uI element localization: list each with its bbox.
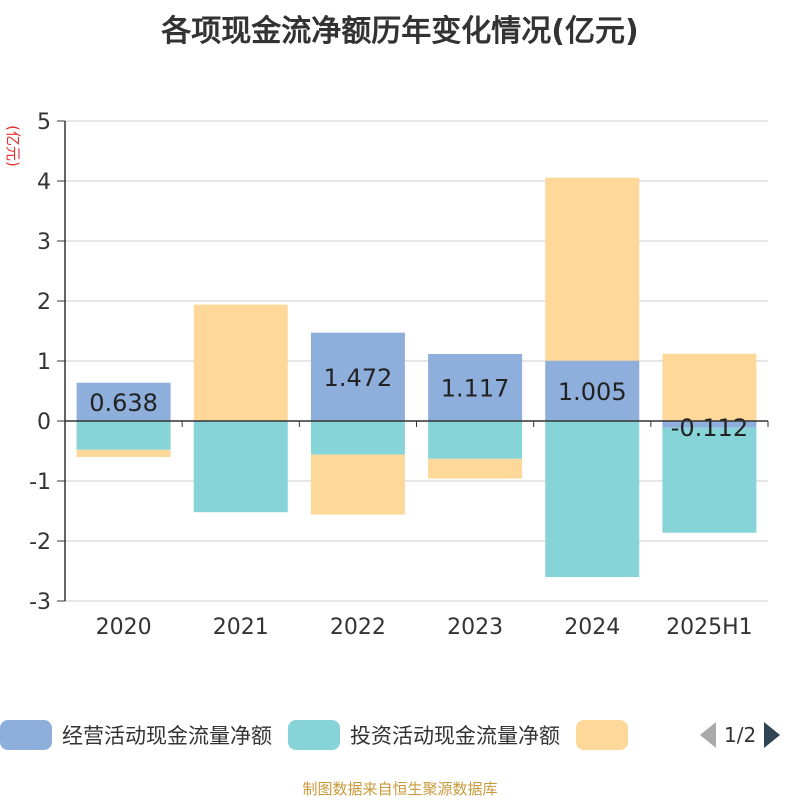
bar-segment — [76, 421, 171, 450]
y-tick-label: -1 — [29, 470, 51, 495]
grid-lines — [65, 120, 768, 602]
y-tick-label: 2 — [37, 290, 51, 315]
bar-segment — [310, 332, 405, 421]
y-tick-label: 3 — [37, 230, 51, 255]
x-tick-label: 2021 — [213, 615, 269, 640]
bar-segment — [76, 382, 171, 421]
data-label: 0.638 — [89, 389, 158, 417]
legend-item-third[interactable] — [576, 720, 638, 750]
bar-segment — [428, 353, 523, 421]
bar-segment — [662, 353, 757, 421]
bar-segment — [545, 360, 640, 421]
y-tick-label: -2 — [29, 530, 51, 555]
bar-segment — [76, 449, 171, 457]
legend-item-investing[interactable]: 投资活动现金流量净额 — [288, 720, 560, 750]
bar-segment — [428, 421, 523, 459]
data-labels: 0.638 1.472 1.117 1.005 -0.112 — [89, 364, 748, 442]
legend-swatch-operating — [0, 720, 52, 750]
legend-swatch-third — [576, 720, 628, 750]
bar-segment — [662, 421, 757, 428]
legend-page-indicator: 1/2 — [724, 723, 757, 747]
source-note: 制图数据来自恒生聚源数据库 — [302, 780, 498, 798]
chart-title: 各项现金流净额历年变化情况(亿元) — [161, 14, 639, 49]
data-label: -0.112 — [671, 414, 748, 442]
legend-label-investing: 投资活动现金流量净额 — [350, 724, 560, 748]
bar-segment — [545, 177, 640, 361]
bar-segment — [310, 421, 405, 455]
bar-segment — [662, 427, 757, 533]
data-label: 1.117 — [441, 374, 510, 402]
data-label: 1.472 — [324, 364, 393, 392]
y-tick-label: 0 — [37, 410, 51, 435]
x-tick-label: 2024 — [564, 615, 620, 640]
y-tick-label: 1 — [37, 350, 51, 375]
legend-pager: 1/2 — [700, 718, 781, 752]
x-tick-label: 2022 — [330, 615, 386, 640]
x-tick-label: 2023 — [447, 615, 503, 640]
bar-segment — [193, 421, 288, 513]
legend-label-operating: 经营活动现金流量净额 — [62, 724, 272, 748]
bar-segment — [428, 458, 523, 479]
chevron-right-icon[interactable] — [764, 722, 781, 748]
legend-swatch-investing — [288, 720, 340, 750]
x-tick-label: 2020 — [96, 615, 152, 640]
bar-segment — [193, 304, 288, 421]
bar-segment — [310, 454, 405, 515]
y-tick-label: -3 — [29, 590, 51, 615]
y-tick-label: 5 — [37, 110, 51, 135]
y-tick-label: 4 — [37, 170, 51, 195]
x-tick-label: 2025H1 — [666, 615, 753, 640]
legend: 经营活动现金流量净额 投资活动现金流量净额 — [0, 718, 654, 752]
bar-segment — [545, 421, 640, 577]
legend-item-operating[interactable]: 经营活动现金流量净额 — [0, 720, 272, 750]
chevron-left-icon[interactable] — [700, 722, 716, 748]
bar-layer — [76, 177, 757, 577]
axes: 5 4 3 2 1 0 -1 -2 -3 (亿元) 2020 2021 2022 2023 2024 2025… — [4, 110, 769, 640]
y-axis-label: (亿元) — [4, 125, 22, 167]
data-label: 1.005 — [558, 378, 627, 406]
